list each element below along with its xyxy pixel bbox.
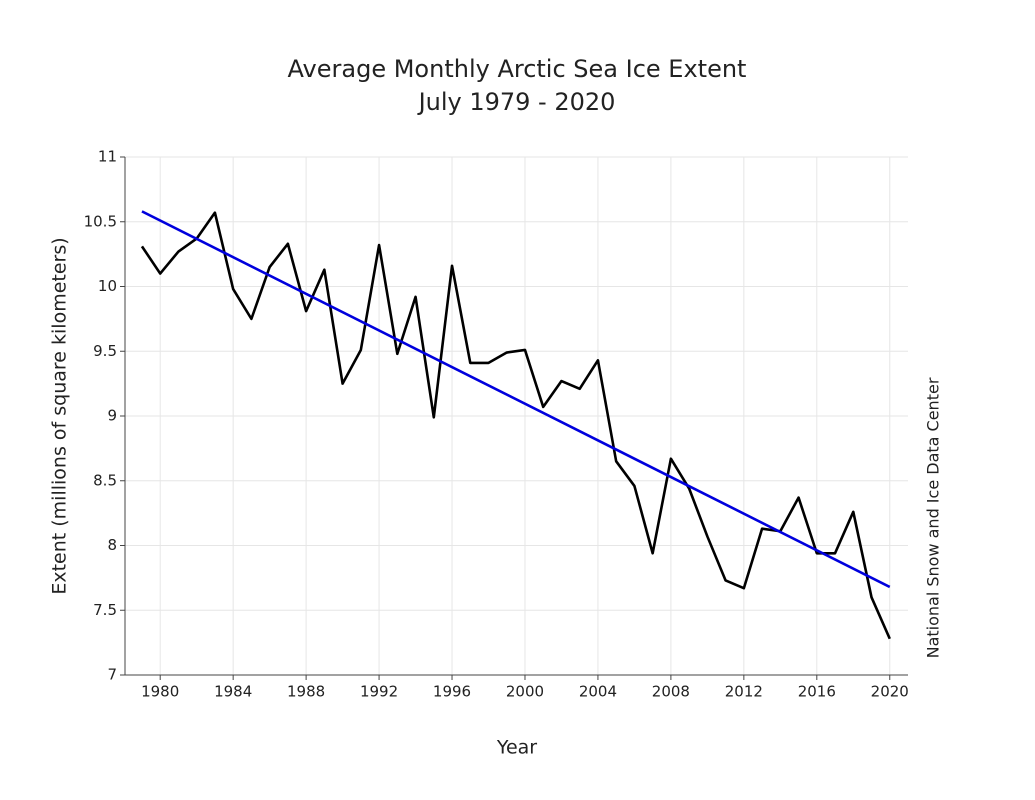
x-tick-label: 2004 [579,683,617,701]
x-axis-title: Year [496,737,537,759]
y-tick-label: 9.5 [93,342,117,360]
y-tick-label: 7 [107,666,117,684]
x-tick-label: 2016 [798,683,836,701]
series-line [141,210,891,589]
series-line [140,211,891,640]
y-tick-label: 8.5 [93,471,117,489]
x-tick-label: 1980 [141,683,179,701]
source-note: National Snow and Ice Data Center [924,377,943,658]
y-tick-label: 10.5 [84,212,117,230]
x-tick-label: 2000 [506,683,544,701]
x-tick-label: 1996 [433,683,471,701]
y-tick-label: 10 [98,277,117,295]
y-axis-title: Extent (millions of square kilometers) [49,237,71,594]
chart-subtitle: July 1979 - 2020 [417,88,616,116]
x-tick-label: 2020 [871,683,909,701]
y-tick-label: 8 [107,536,117,554]
x-tick-label: 1988 [287,683,325,701]
x-tick-label: 1992 [360,683,398,701]
y-tick-label: 11 [98,148,117,166]
x-tick-label: 2008 [652,683,690,701]
x-tick-label: 2012 [725,683,763,701]
y-tick-label: 7.5 [93,601,117,619]
y-tick-label: 9 [107,407,117,425]
x-tick-label: 1984 [214,683,252,701]
chart-title: Average Monthly Arctic Sea Ice Extent [288,55,747,83]
